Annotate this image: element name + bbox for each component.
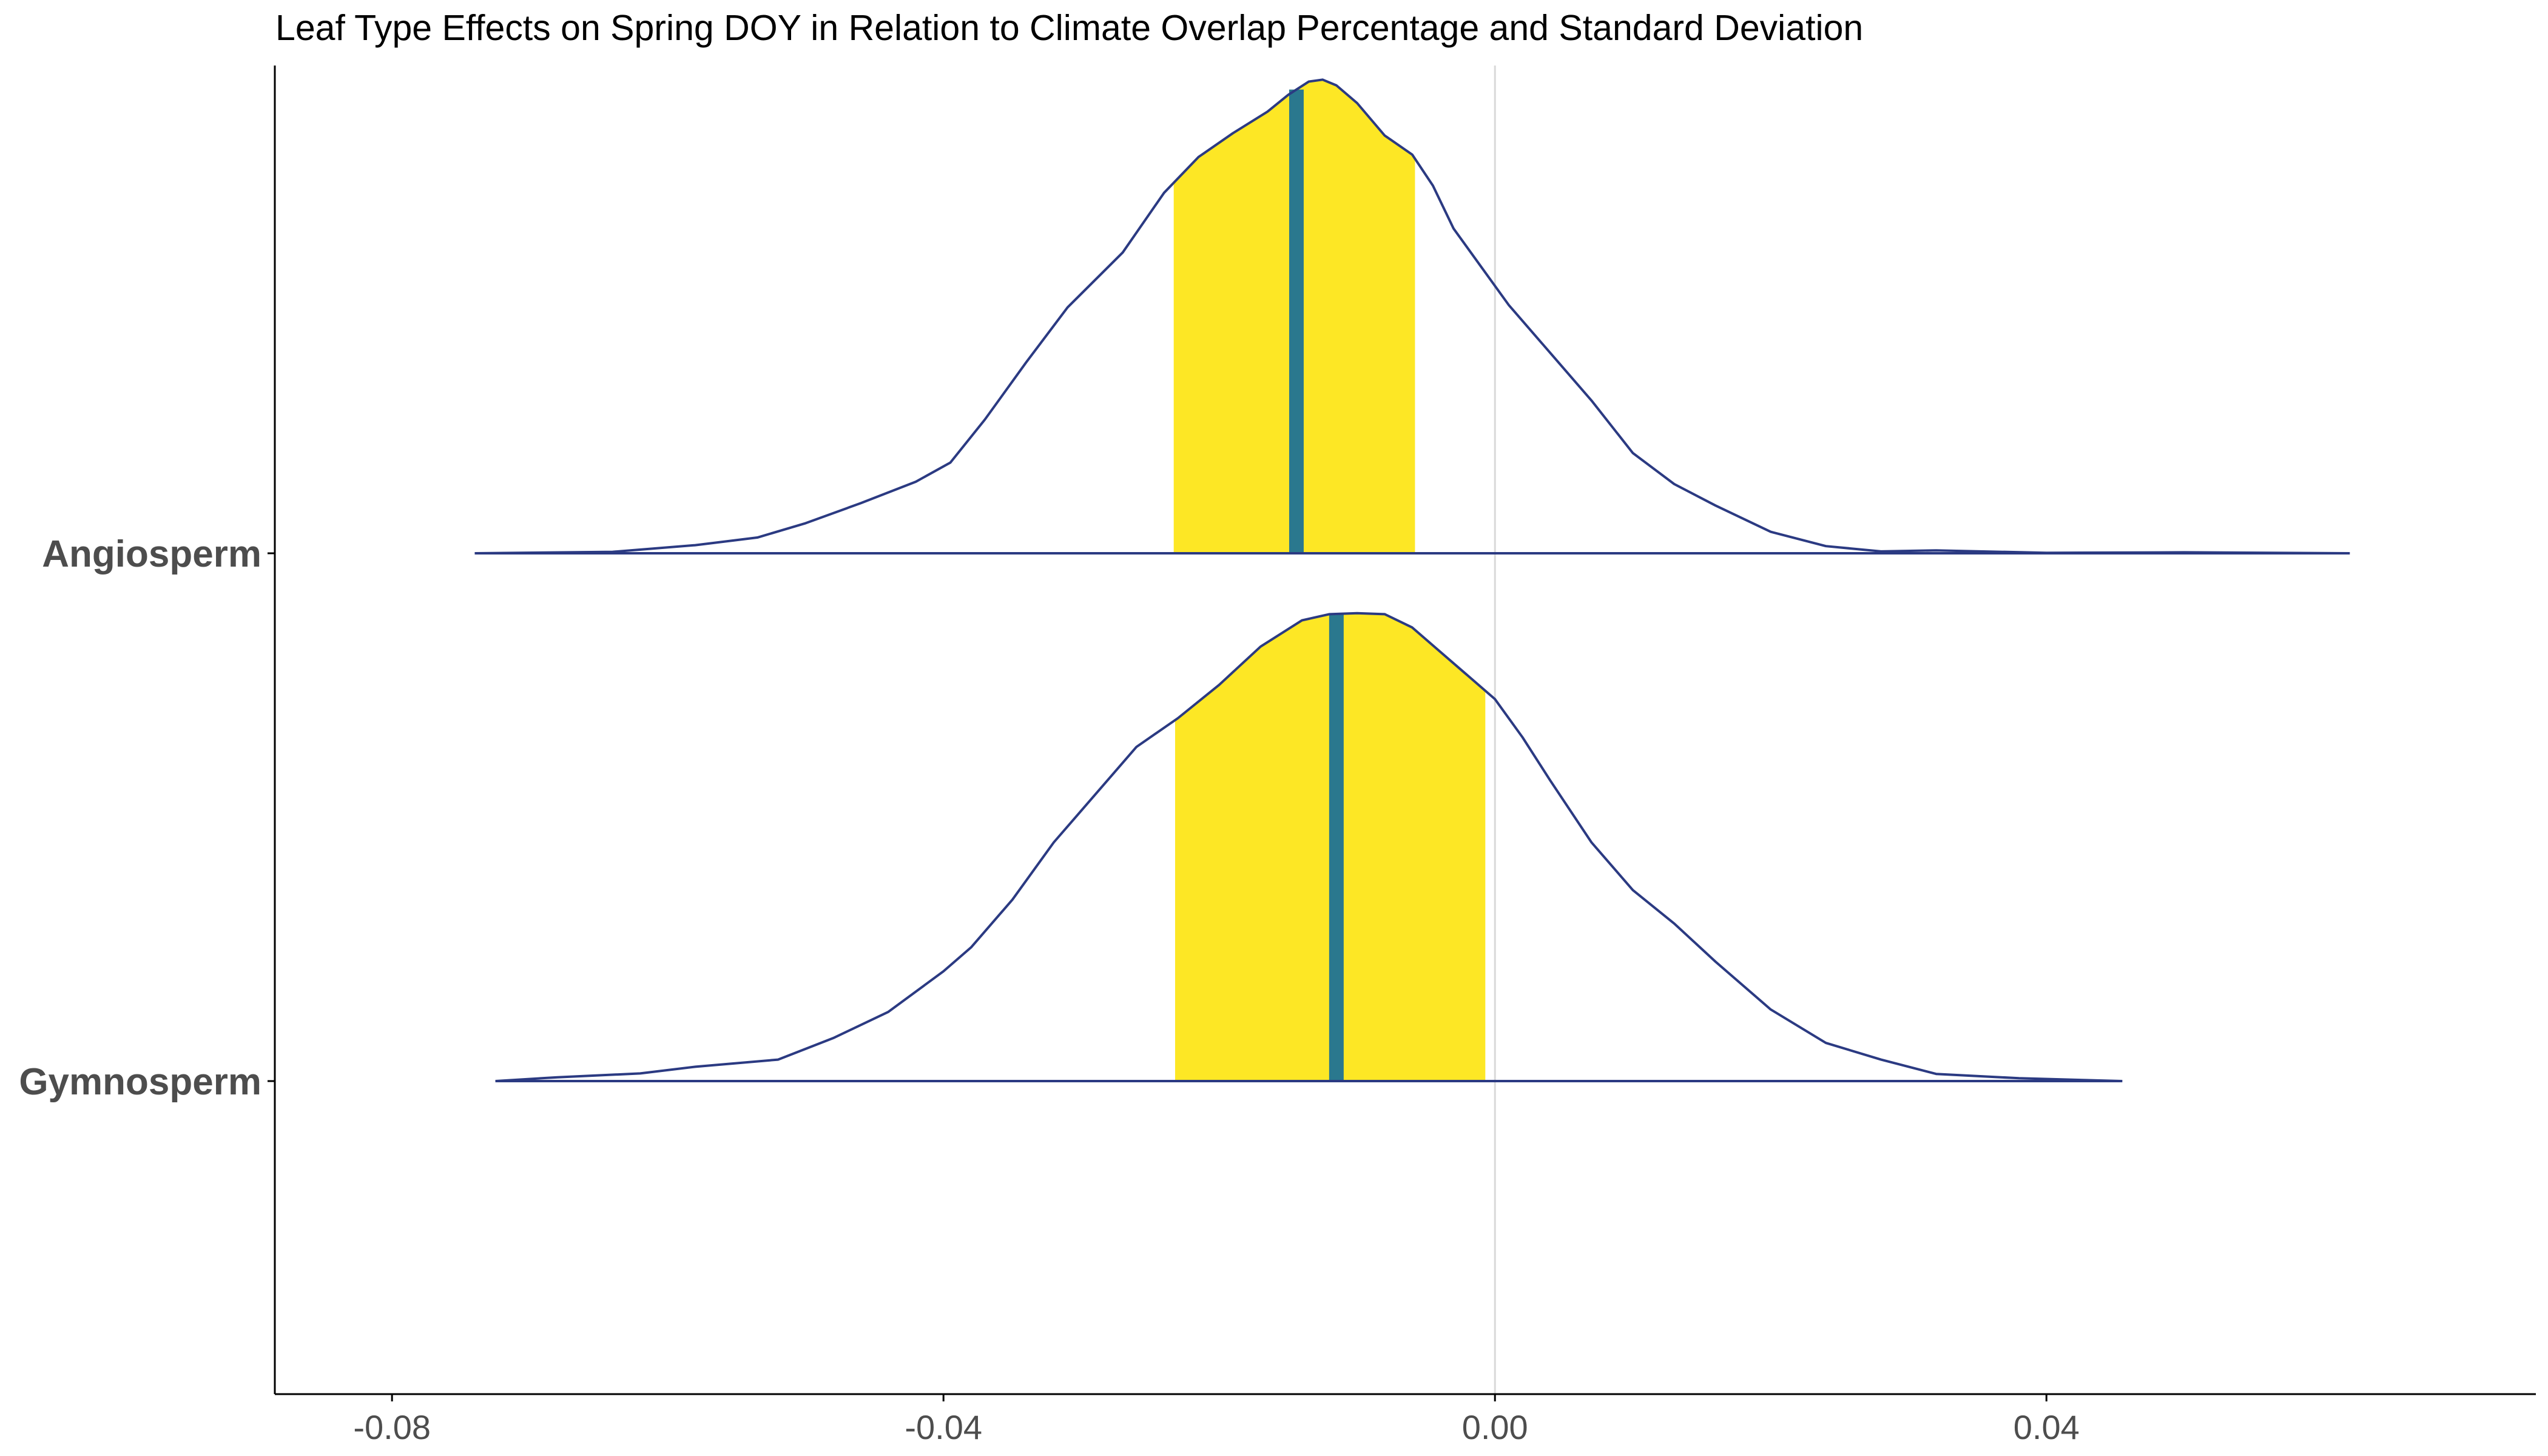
density-curve-angiosperm	[474, 78, 2350, 554]
x-tick-label-1: -0.04	[905, 1408, 982, 1446]
ridge-angiosperm	[474, 78, 2350, 554]
y-tick-label-gymnosperm: Gymnosperm	[19, 1061, 261, 1103]
density-curve-gymnosperm	[495, 612, 2123, 1082]
x-tick-label-2: 0.00	[1462, 1408, 1528, 1446]
x-tick-label-0: -0.08	[353, 1408, 431, 1446]
ridge-gymnosperm	[495, 612, 2123, 1082]
y-tick-label-angiosperm: Angiosperm	[42, 533, 261, 575]
x-tick-label-3: 0.04	[2014, 1408, 2080, 1446]
chart-title: Leaf Type Effects on Spring DOY in Relat…	[275, 8, 1863, 48]
axes-layer: Angiosperm Gymnosperm -0.08 -0.04 0.00 0.04	[19, 66, 2536, 1446]
series-layer	[474, 78, 2350, 1082]
